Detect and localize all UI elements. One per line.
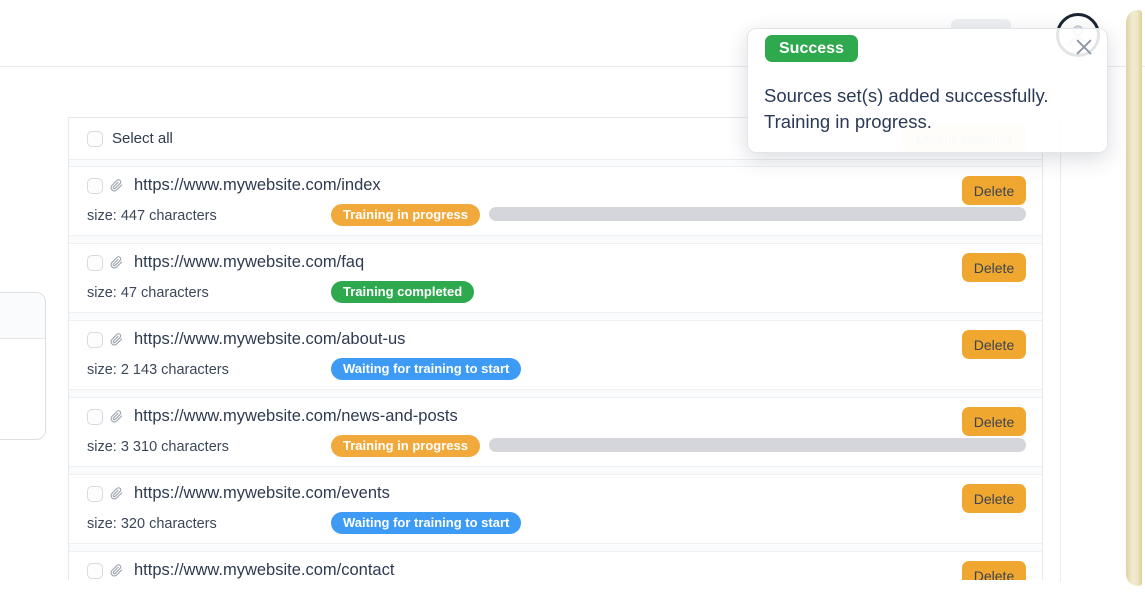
toast-message-line1: Sources set(s) added successfully.	[764, 85, 1049, 106]
source-size: size: 320 characters	[87, 516, 217, 532]
row-checkbox[interactable]	[87, 485, 103, 502]
source-row: https://www.mywebsite.com/about-us size: …	[69, 320, 1042, 390]
x-icon	[1073, 36, 1095, 58]
paperclip-icon	[110, 410, 123, 423]
progress-bar	[489, 438, 1026, 452]
panel-right-border	[1060, 117, 1061, 582]
delete-button[interactable]: Delete	[962, 176, 1026, 205]
left-partial-panel	[0, 292, 46, 440]
select-all-label: Select all	[112, 130, 173, 147]
status-badge: Training completed	[331, 281, 475, 303]
progress-bar	[489, 207, 1026, 221]
toast-message-line2: Training in progress.	[764, 111, 932, 132]
row-checkbox[interactable]	[87, 177, 103, 194]
delete-button[interactable]: Delete	[962, 407, 1026, 436]
source-size: size: 447 characters	[87, 208, 217, 224]
row-checkbox[interactable]	[87, 254, 103, 271]
source-row: https://www.mywebsite.com/events size: 32…	[69, 474, 1042, 544]
source-row: https://www.mywebsite.com/news-and-posts…	[69, 397, 1042, 467]
left-partial-panel-header	[0, 293, 45, 339]
delete-button[interactable]: Delete	[962, 253, 1026, 282]
status-badge: Waiting for training to start	[331, 358, 522, 380]
delete-button[interactable]: Delete	[962, 561, 1026, 580]
paperclip-icon	[110, 179, 123, 192]
paperclip-icon	[110, 333, 123, 346]
source-url: https://www.mywebsite.com/about-us	[134, 330, 406, 348]
toast-message: Sources set(s) added successfully. Train…	[764, 83, 1094, 135]
source-size: size: 2 143 characters	[87, 362, 229, 378]
page-edge-scrollbar[interactable]	[1126, 10, 1142, 586]
paperclip-icon	[110, 256, 123, 269]
source-row: https://www.mywebsite.com/faq size: 47 ch…	[69, 243, 1042, 313]
source-url: https://www.mywebsite.com/index	[134, 176, 381, 194]
sources-list: https://www.mywebsite.com/index size: 447…	[69, 160, 1042, 580]
source-url: https://www.mywebsite.com/contact	[134, 561, 395, 579]
row-checkbox[interactable]	[87, 562, 103, 579]
delete-button[interactable]: Delete	[962, 330, 1026, 359]
toast-status-badge: Success	[765, 35, 858, 62]
header-divider	[0, 66, 1145, 67]
source-url: https://www.mywebsite.com/news-and-posts	[134, 407, 458, 425]
paperclip-icon	[110, 487, 123, 500]
delete-button[interactable]: Delete	[962, 484, 1026, 513]
select-all-checkbox[interactable]	[87, 130, 103, 147]
source-row: https://www.mywebsite.com/index size: 447…	[69, 166, 1042, 236]
paperclip-icon	[110, 564, 123, 577]
status-badge: Training in progress	[331, 204, 480, 226]
source-size: size: 47 characters	[87, 285, 209, 301]
sources-panel: Select all Delete selected https://www.m…	[68, 117, 1043, 580]
toast-close-button[interactable]	[1071, 34, 1097, 60]
status-badge: Waiting for training to start	[331, 512, 522, 534]
source-size: size: 3 310 characters	[87, 439, 229, 455]
source-url: https://www.mywebsite.com/faq	[134, 253, 365, 271]
row-checkbox[interactable]	[87, 331, 103, 348]
status-badge: Training in progress	[331, 435, 480, 457]
row-checkbox[interactable]	[87, 408, 103, 425]
source-row: https://www.mywebsite.com/contact Delete	[69, 551, 1042, 580]
success-toast: Success Sources set(s) added successfull…	[747, 28, 1108, 153]
source-url: https://www.mywebsite.com/events	[134, 484, 390, 502]
